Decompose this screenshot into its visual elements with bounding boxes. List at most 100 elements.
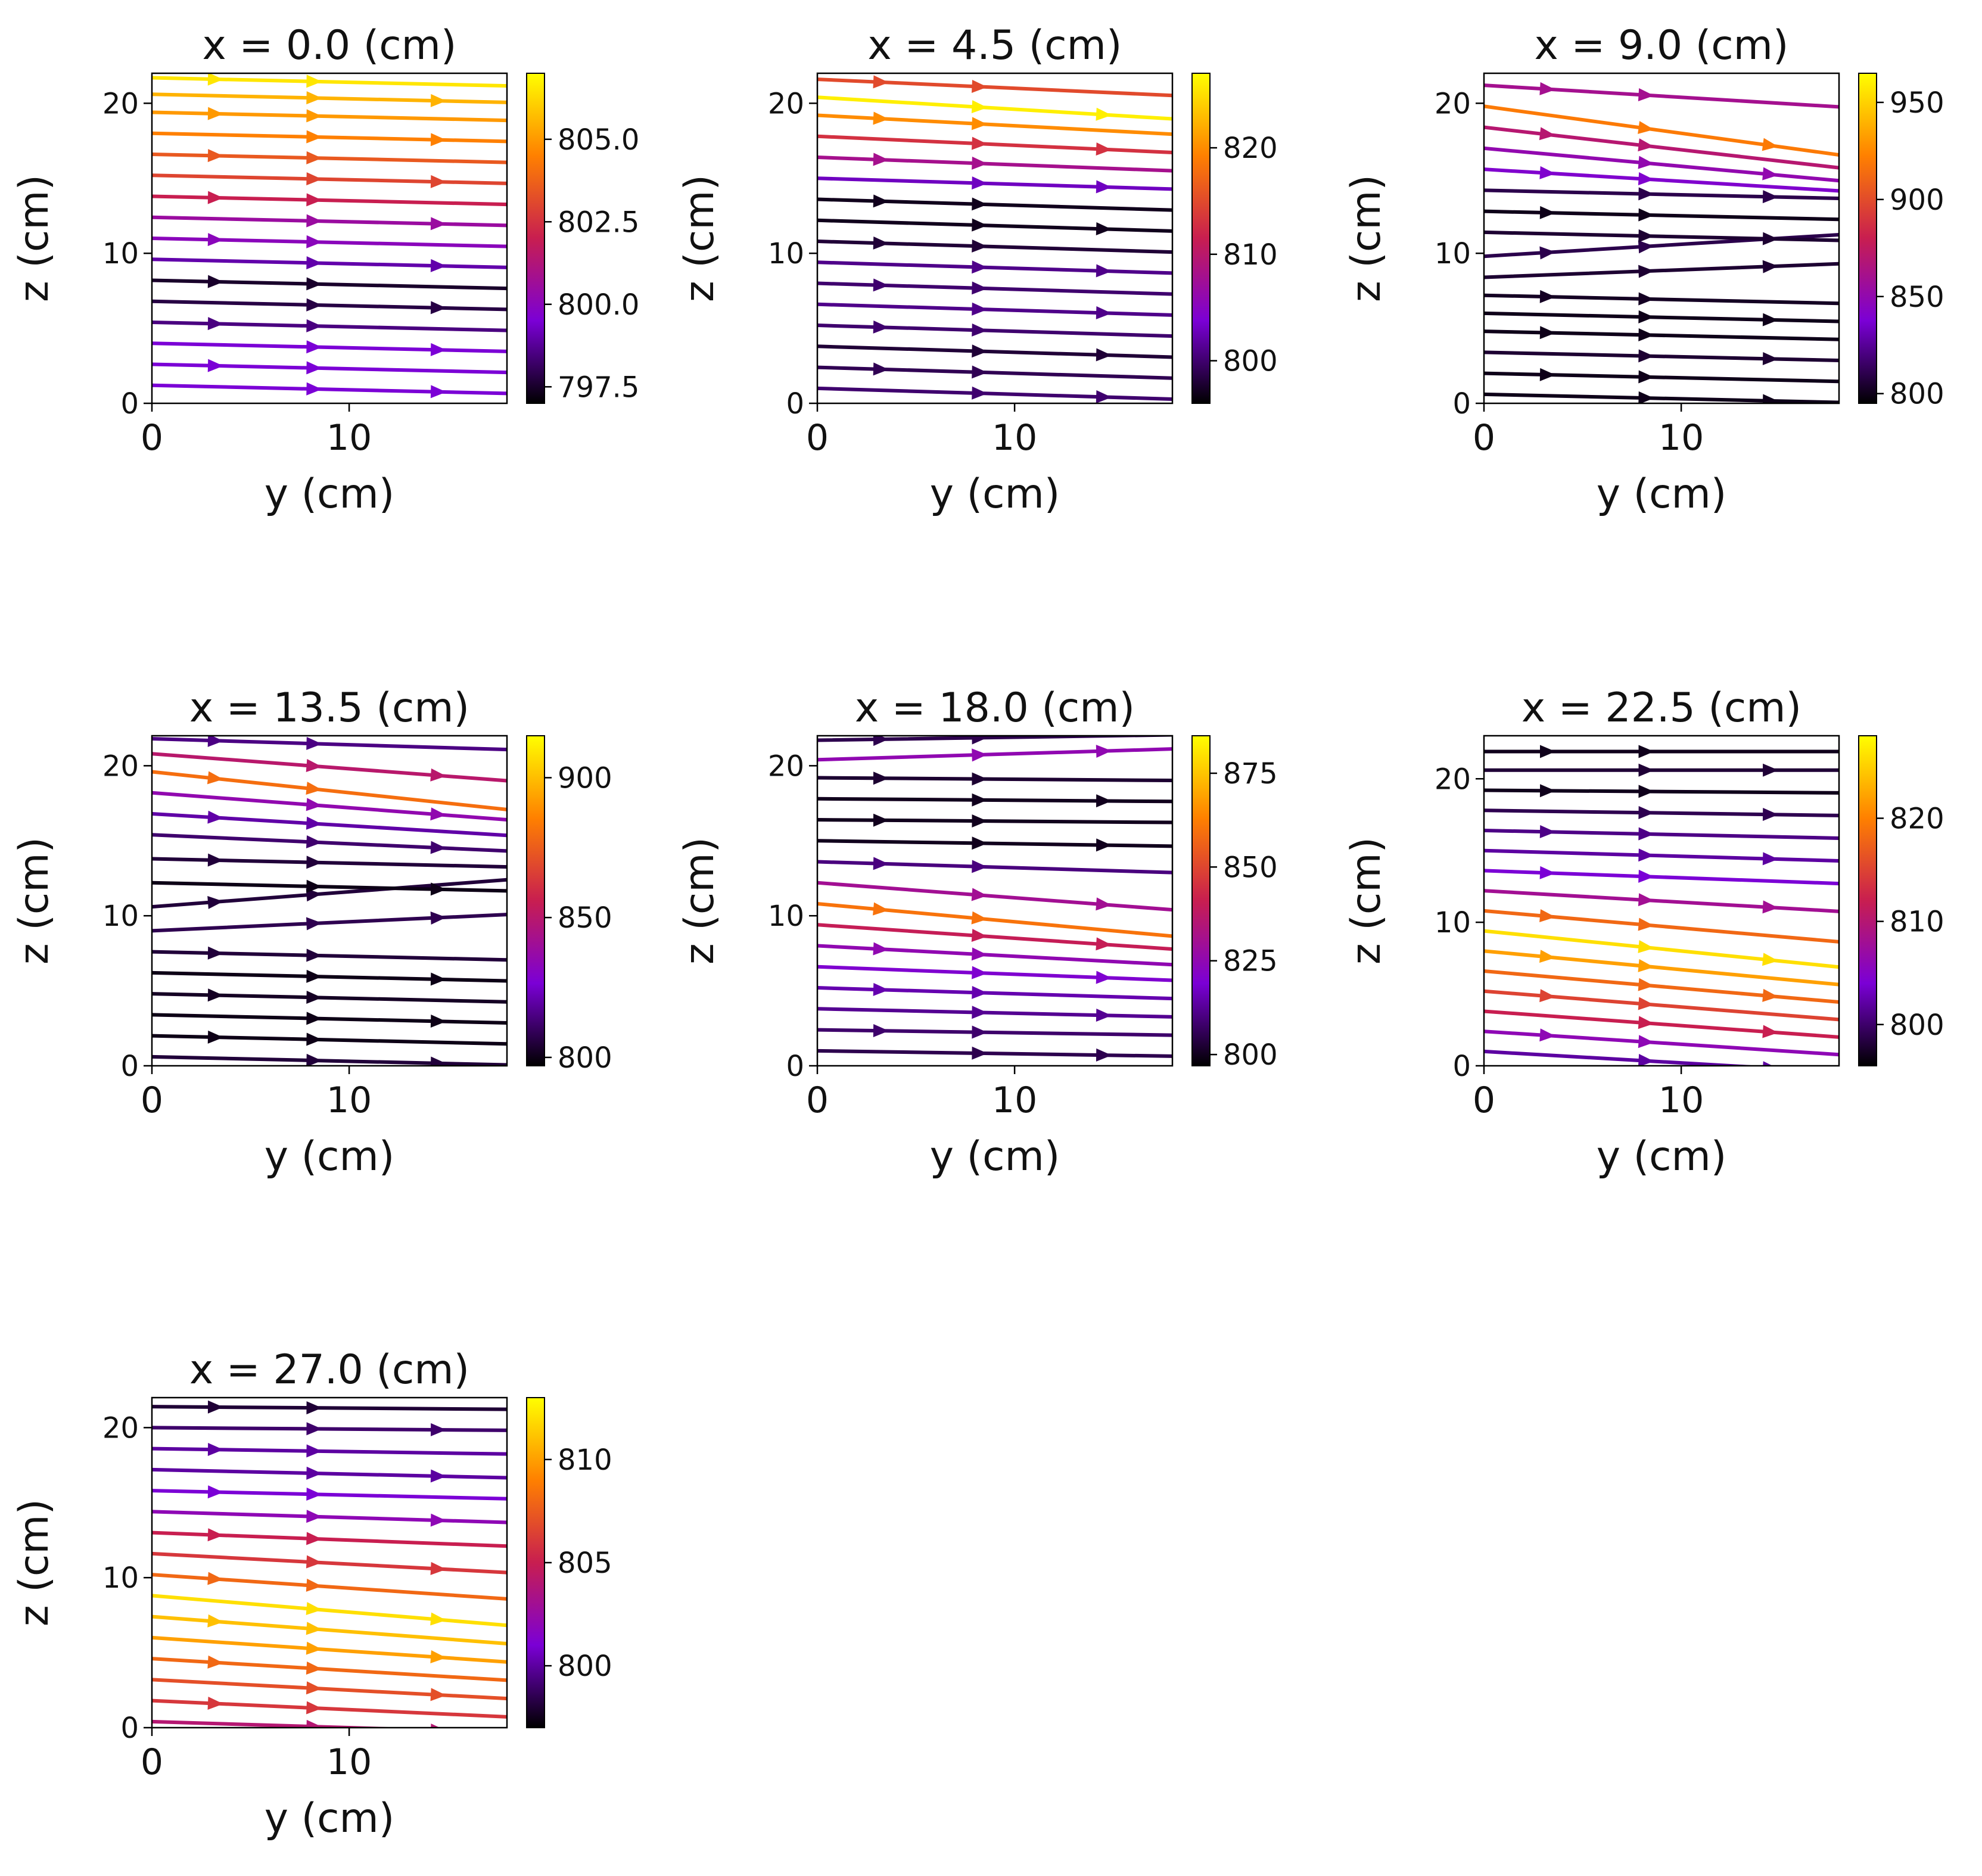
streamline bbox=[152, 173, 507, 185]
colorbar-tick-label: 820 bbox=[1223, 132, 1278, 165]
stream-arrow bbox=[306, 1532, 322, 1545]
colorbar-tick-label: 950 bbox=[1890, 86, 1944, 120]
stream-arrow bbox=[207, 73, 223, 86]
stream-arrow bbox=[873, 111, 889, 125]
y-axis-label: z (cm) bbox=[1343, 837, 1390, 965]
streamline bbox=[152, 92, 507, 104]
stream-arrow bbox=[972, 1025, 988, 1039]
streamline bbox=[152, 1446, 507, 1456]
stream-arrow bbox=[430, 1612, 447, 1626]
y-tick-label: 0 bbox=[786, 1050, 804, 1083]
streamline bbox=[1484, 209, 1839, 222]
stream-arrow bbox=[972, 1006, 988, 1019]
colorbar-tick-label: 810 bbox=[558, 1443, 612, 1477]
colorbar: 797.5 800.0 802.5 805.0 bbox=[526, 73, 639, 404]
x-tick-label: 10 bbox=[1659, 1079, 1704, 1121]
stream-arrow bbox=[306, 991, 322, 1004]
streamlines bbox=[1484, 82, 1839, 403]
stream-arrow bbox=[306, 298, 322, 312]
streamline bbox=[1484, 808, 1839, 817]
y-tick-label: 20 bbox=[1435, 87, 1471, 120]
stream-arrow bbox=[1638, 391, 1654, 403]
streamline bbox=[152, 1034, 507, 1046]
streamline bbox=[817, 818, 1172, 825]
stream-arrow bbox=[1762, 900, 1779, 914]
stream-arrow bbox=[207, 988, 223, 1002]
panel-3: 0 10 0 10 20 x = 9.0 (cm) y (cm) z (cm) 800 850 90… bbox=[1343, 22, 1944, 518]
colorbar-tick-label: 805.0 bbox=[558, 123, 639, 157]
y-axis-label: z (cm) bbox=[676, 175, 723, 302]
stream-arrow bbox=[430, 841, 447, 854]
streamline bbox=[817, 344, 1172, 359]
y-tick-label: 10 bbox=[1435, 906, 1471, 939]
colorbar-tick-label: 800 bbox=[1890, 378, 1944, 411]
x-tick-label: 0 bbox=[1473, 1079, 1495, 1121]
stream-arrow bbox=[972, 176, 988, 190]
stream-arrow bbox=[873, 902, 889, 916]
streamline bbox=[817, 323, 1172, 338]
stream-arrow bbox=[1638, 292, 1654, 306]
stream-arrow bbox=[873, 320, 889, 334]
streamline bbox=[817, 1007, 1172, 1019]
stream-arrow bbox=[430, 175, 447, 188]
stream-arrow bbox=[972, 302, 988, 316]
streamline bbox=[817, 365, 1172, 380]
streamline bbox=[1484, 889, 1839, 913]
streamlines bbox=[152, 1400, 507, 1728]
streamline bbox=[1484, 188, 1839, 201]
y-tick-label: 10 bbox=[1435, 237, 1471, 270]
streamline bbox=[1484, 311, 1839, 323]
streamline bbox=[152, 76, 507, 88]
stream-arrow bbox=[207, 107, 223, 120]
stream-arrow bbox=[1638, 869, 1654, 883]
stream-arrow bbox=[1638, 138, 1654, 152]
streamline bbox=[1484, 828, 1839, 840]
axes-frame bbox=[1483, 72, 1840, 405]
x-tick-label: 10 bbox=[992, 1079, 1037, 1121]
stream-arrow bbox=[306, 835, 322, 849]
stream-arrow bbox=[972, 156, 988, 170]
stream-arrow bbox=[873, 362, 889, 376]
stream-arrow bbox=[306, 91, 322, 105]
stream-arrow bbox=[207, 1655, 223, 1669]
stream-arrow bbox=[306, 256, 322, 270]
stream-arrow bbox=[207, 736, 223, 747]
axes-frame bbox=[1483, 735, 1840, 1067]
streamline bbox=[152, 970, 507, 983]
streamline bbox=[152, 1678, 507, 1701]
stream-arrow bbox=[1096, 838, 1112, 852]
streamline bbox=[152, 950, 507, 962]
stream-arrow bbox=[972, 836, 988, 850]
stream-arrow bbox=[207, 1696, 223, 1710]
stream-arrow bbox=[972, 344, 988, 358]
stream-arrow bbox=[972, 1046, 988, 1060]
streamline bbox=[1484, 788, 1839, 795]
streamline bbox=[817, 302, 1172, 317]
stream-arrow bbox=[1638, 240, 1654, 254]
stream-arrow bbox=[971, 117, 988, 130]
stream-arrow bbox=[207, 810, 223, 824]
colorbar-gradient bbox=[1858, 73, 1877, 404]
streamline bbox=[1484, 230, 1839, 242]
stream-arrow bbox=[207, 1030, 223, 1044]
stream-arrow bbox=[306, 1622, 322, 1635]
stream-arrow bbox=[306, 1422, 322, 1436]
stream-arrow bbox=[1638, 310, 1654, 323]
stream-arrow bbox=[1762, 1025, 1779, 1038]
stream-arrow bbox=[430, 343, 447, 356]
stream-arrow bbox=[1096, 348, 1112, 362]
stream-arrow bbox=[306, 759, 322, 772]
x-tick-label: 0 bbox=[141, 417, 163, 459]
y-axis-label: z (cm) bbox=[1343, 175, 1390, 302]
colorbar-tick-label: 805 bbox=[558, 1547, 612, 1580]
colorbar-gradient bbox=[526, 735, 545, 1066]
streamline bbox=[152, 1551, 507, 1575]
stream-arrow bbox=[873, 153, 889, 166]
stream-arrow bbox=[873, 982, 889, 996]
axes-frame bbox=[151, 735, 508, 1067]
x-axis-label: y (cm) bbox=[265, 1795, 395, 1842]
y-tick-label: 0 bbox=[120, 1712, 139, 1745]
stream-arrow bbox=[1638, 1035, 1654, 1049]
stream-arrow bbox=[1638, 187, 1654, 201]
